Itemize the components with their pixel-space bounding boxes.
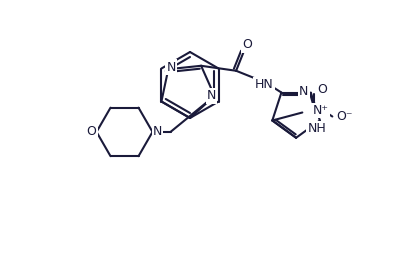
Text: O: O	[86, 125, 96, 138]
Text: NH: NH	[307, 122, 326, 135]
Text: O: O	[242, 38, 252, 51]
Text: N⁺: N⁺	[312, 104, 328, 117]
Text: N: N	[153, 125, 162, 138]
Text: O⁻: O⁻	[336, 110, 353, 123]
Text: HN: HN	[255, 78, 274, 91]
Text: N: N	[299, 85, 309, 98]
Text: N: N	[167, 61, 176, 74]
Text: N: N	[207, 89, 216, 102]
Text: O: O	[318, 83, 327, 96]
